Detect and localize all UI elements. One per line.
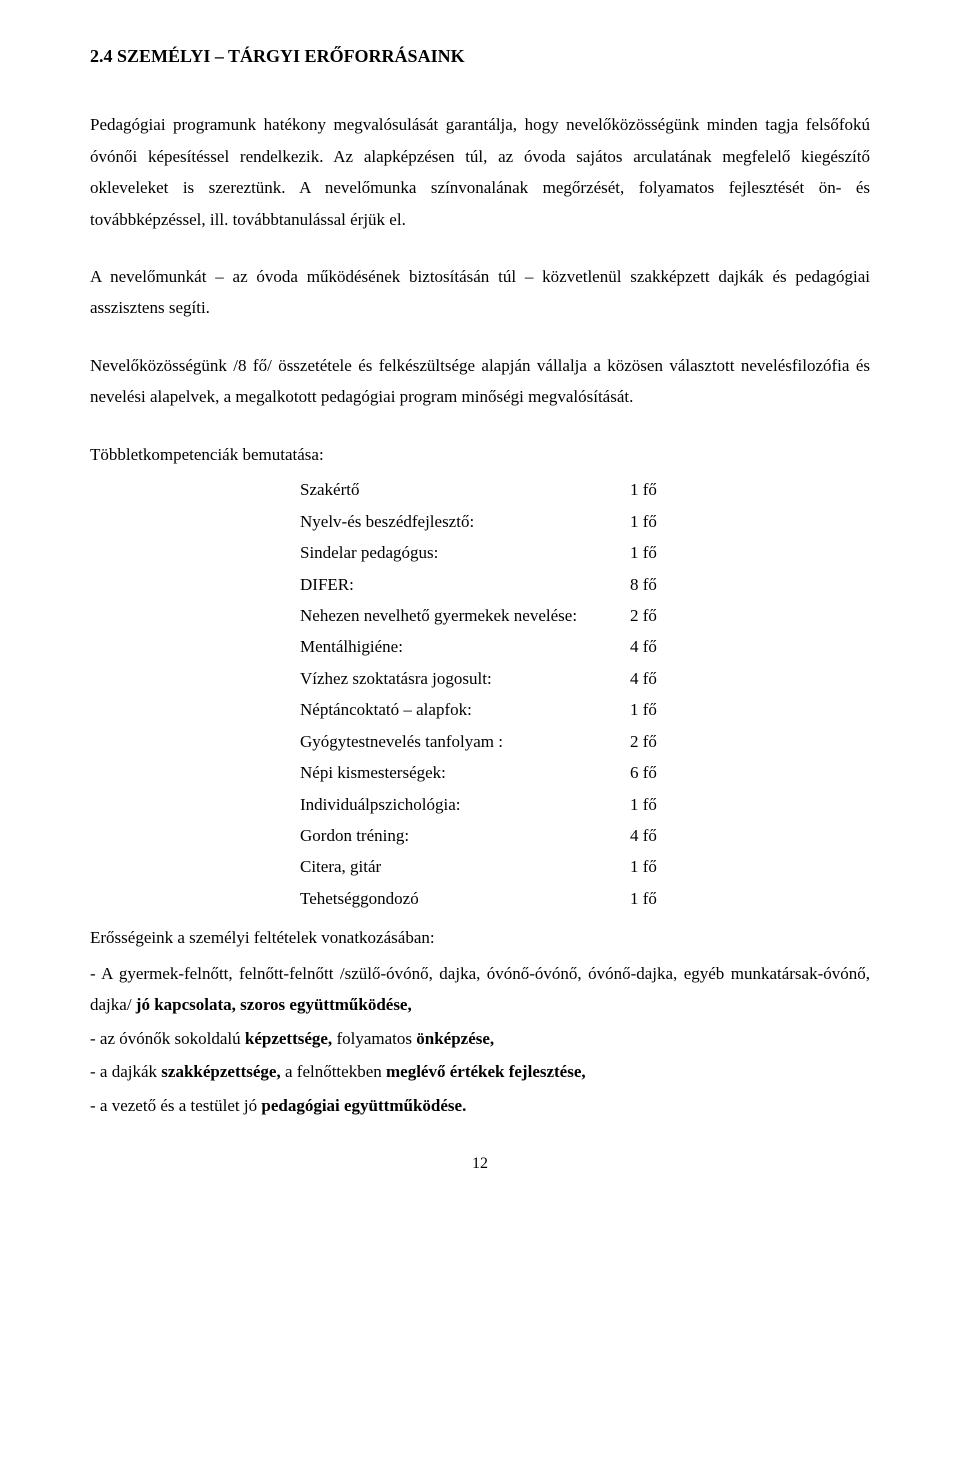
section-heading: 2.4 SZEMÉLYI – TÁRGYI ERŐFORRÁSAINK <box>90 40 870 73</box>
competency-row: Gordon tréning:4 fő <box>300 820 870 851</box>
competency-value: 1 fő <box>630 474 690 505</box>
competency-value: 1 fő <box>630 694 690 725</box>
competency-row: DIFER:8 fő <box>300 569 870 600</box>
competency-label: DIFER: <box>300 569 630 600</box>
strength-4-text: - a vezető és a testület jó <box>90 1096 261 1115</box>
competency-label: Néptáncoktató – alapfok: <box>300 694 630 725</box>
competency-label: Citera, gitár <box>300 851 630 882</box>
strength-2-text-a: - az óvónők sokoldalú <box>90 1029 245 1048</box>
strength-3-bold-a: szakképzettsége, <box>161 1062 285 1081</box>
competency-value: 1 fő <box>630 537 690 568</box>
strength-3-text-b: a felnőttekben <box>285 1062 386 1081</box>
paragraph-1: Pedagógiai programunk hatékony megvalósu… <box>90 109 870 235</box>
competency-value: 2 fő <box>630 726 690 757</box>
page-number: 12 <box>90 1149 870 1179</box>
competency-label: Népi kismesterségek: <box>300 757 630 788</box>
strength-3-text-a: - a dajkák <box>90 1062 161 1081</box>
competency-row: Néptáncoktató – alapfok:1 fő <box>300 694 870 725</box>
competencies-title: Többletkompetenciák bemutatása: <box>90 439 870 470</box>
strength-item-4: - a vezető és a testület jó pedagógiai e… <box>90 1090 870 1121</box>
competency-row: Népi kismesterségek:6 fő <box>300 757 870 788</box>
strength-2-bold-b: önképzése, <box>416 1029 494 1048</box>
competency-label: Gyógytestnevelés tanfolyam : <box>300 726 630 757</box>
competency-label: Individuálpszichológia: <box>300 789 630 820</box>
competency-label: Tehetséggondozó <box>300 883 630 914</box>
competency-value: 1 fő <box>630 506 690 537</box>
competency-label: Gordon tréning: <box>300 820 630 851</box>
competency-value: 8 fő <box>630 569 690 600</box>
competency-row: Tehetséggondozó1 fő <box>300 883 870 914</box>
competency-label: Vízhez szoktatásra jogosult: <box>300 663 630 694</box>
paragraph-3: Nevelőközösségünk /8 fő/ összetétele és … <box>90 350 870 413</box>
paragraph-2: A nevelőmunkát – az óvoda működésének bi… <box>90 261 870 324</box>
competency-row: Nyelv-és beszédfejlesztő:1 fő <box>300 506 870 537</box>
competency-row: Nehezen nevelhető gyermekek nevelése:2 f… <box>300 600 870 631</box>
competency-row: Gyógytestnevelés tanfolyam :2 fő <box>300 726 870 757</box>
competency-row: Sindelar pedagógus:1 fő <box>300 537 870 568</box>
strength-2-bold-a: képzettsége, <box>245 1029 337 1048</box>
strength-item-2: - az óvónők sokoldalú képzettsége, folya… <box>90 1023 870 1054</box>
competency-value: 1 fő <box>630 851 690 882</box>
strength-2-text-b: folyamatos <box>336 1029 416 1048</box>
competency-value: 6 fő <box>630 757 690 788</box>
strength-item-3: - a dajkák szakképzettsége, a felnőttekb… <box>90 1056 870 1087</box>
competency-value: 4 fő <box>630 663 690 694</box>
competency-value: 4 fő <box>630 631 690 662</box>
competency-label: Sindelar pedagógus: <box>300 537 630 568</box>
competency-label: Nyelv-és beszédfejlesztő: <box>300 506 630 537</box>
competency-label: Mentálhigiéne: <box>300 631 630 662</box>
competency-value: 1 fő <box>630 883 690 914</box>
competency-row: Vízhez szoktatásra jogosult:4 fő <box>300 663 870 694</box>
competency-row: Individuálpszichológia:1 fő <box>300 789 870 820</box>
competency-value: 4 fő <box>630 820 690 851</box>
competency-row: Szakértő1 fő <box>300 474 870 505</box>
competency-value: 2 fő <box>630 600 690 631</box>
competencies-table: Szakértő1 főNyelv-és beszédfejlesztő:1 f… <box>300 474 870 914</box>
strength-4-bold: pedagógiai együttműködése. <box>261 1096 466 1115</box>
strength-3-bold-b: meglévő értékek fejlesztése, <box>386 1062 586 1081</box>
competency-row: Mentálhigiéne:4 fő <box>300 631 870 662</box>
competency-label: Nehezen nevelhető gyermekek nevelése: <box>300 600 630 631</box>
competency-row: Citera, gitár1 fő <box>300 851 870 882</box>
strength-item-1: - A gyermek-felnőtt, felnőtt-felnőtt /sz… <box>90 958 870 1021</box>
competency-label: Szakértő <box>300 474 630 505</box>
strength-1-bold: jó kapcsolata, szoros együttműködése, <box>136 995 412 1014</box>
strengths-title: Erősségeink a személyi feltételek vonatk… <box>90 922 870 953</box>
competency-value: 1 fő <box>630 789 690 820</box>
